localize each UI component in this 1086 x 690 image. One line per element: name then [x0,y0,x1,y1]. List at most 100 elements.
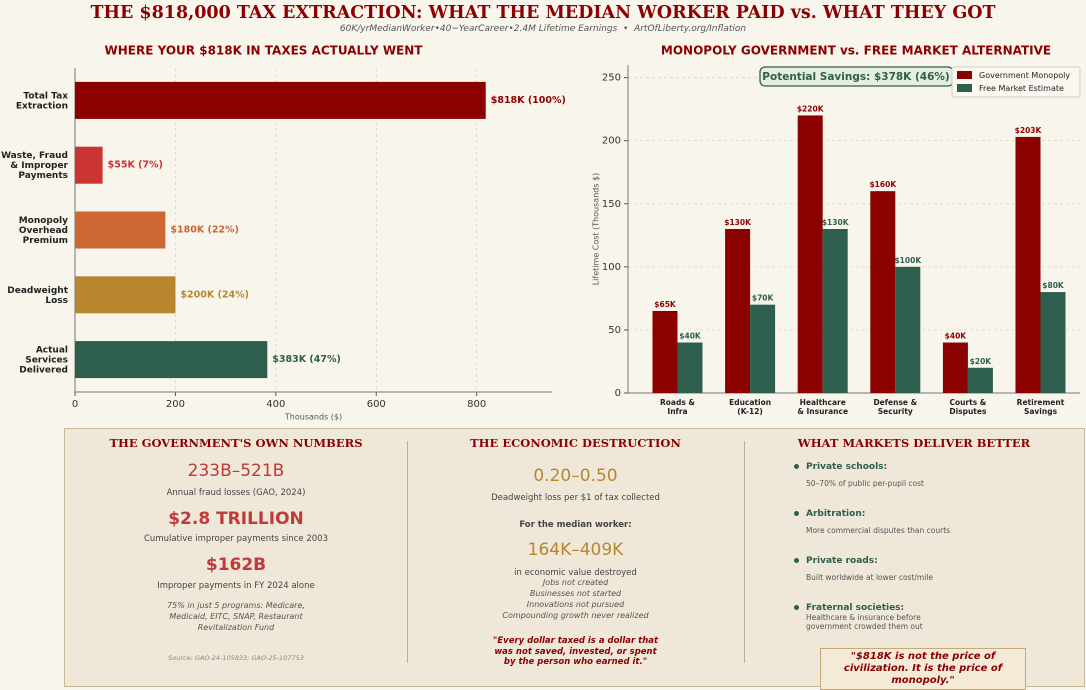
item-name: Private roads: [806,556,878,566]
page-title: THE $818,000 TAX EXTRACTION: WHAT THE ME… [90,3,996,23]
item-text: Healthcare & insurance before government… [806,613,923,631]
stat-label: in economic value destroyed [514,568,637,578]
bullet [794,511,799,516]
bullet [794,558,799,563]
stat-value: $162B [205,555,267,575]
bar [797,115,823,393]
value-label: $160K [869,180,897,189]
legend-swatch [957,71,972,79]
y-tick-label: Monopoly Overhead Premium [19,216,68,246]
stat-label: Improper payments in FY 2024 alone [157,581,315,591]
x-axis-label: Thousands ($) [284,413,342,422]
panel-title: THE GOVERNMENT'S OWN NUMBERS [109,436,363,450]
annotation: Potential Savings: $378K (46%) [762,71,949,83]
bar [75,81,486,119]
x-tick-label: Defense & Security [873,398,917,416]
x-tick-label: Education (K-12) [729,398,771,416]
x-tick-label: 400 [266,399,285,410]
item-name: Arbitration: [806,509,866,519]
bullet [794,464,799,469]
panel-title: THE ECONOMIC DESTRUCTION [470,436,681,450]
bar [652,311,678,393]
value-label: $70K [752,294,775,303]
item-text: More commercial disputes than courts [806,526,951,535]
legend-box [951,66,1081,98]
info-panel: THE GOVERNMENT'S OWN NUMBERS 233B–521B A… [64,428,1085,690]
value-label: $130K [822,218,850,227]
item-text: Built worldwide at lower cost/mile [806,573,934,582]
quote: "Every dollar taxed is a dollar that was… [492,636,659,667]
value-label: $818K (100%) [491,95,566,106]
note: 75% in just 5 programs: Medicare, Medica… [167,601,305,632]
bar [822,229,848,393]
y-tick-label: 50 [608,325,621,336]
y-tick-label: Actual Services Delivered [19,345,68,375]
stat-value: $2.8 TRILLION [168,509,304,529]
x-tick-label: 800 [467,399,486,410]
bar [1040,292,1066,393]
bar [75,146,103,184]
separator [407,441,408,663]
bar [75,211,166,249]
y-axis-label: Lifetime Cost (Thousands $) [592,173,601,286]
bar [942,342,968,393]
panel-title: WHAT MARKETS DELIVER BETTER [797,436,1031,450]
y-tick-label: Total Tax Extraction [16,91,68,111]
legend-label: Government Monopoly [979,71,1070,80]
item-name: Fraternal societies: [806,603,905,613]
value-label: $65K [654,300,677,309]
x-tick-label: Roads & Infra [660,398,695,416]
value-label: $40K [945,332,968,341]
value-label: $40K [679,332,702,341]
bar [870,191,896,393]
value-label: $180K (22%) [170,225,239,236]
y-tick-label: 0 [615,388,621,399]
x-tick-label: Retirement Savings [1017,398,1065,416]
stat-value: 164K–409K [527,540,624,560]
value-label: $130K [724,218,752,227]
quote: "$818K is not the price of civilization.… [820,648,1026,690]
value-label: $55K (7%) [108,160,163,171]
lead: For the median worker: [519,520,632,530]
value-label: $203K [1015,126,1043,135]
value-label: $220K [797,104,825,113]
y-tick-label: 200 [602,136,621,147]
stat-label: Annual fraud losses (GAO, 2024) [166,488,306,498]
chart-title: MONOPOLY GOVERNMENT vs. FREE MARKET ALTE… [661,44,1051,58]
page-subtitle: 60K/yrMedianWorker•40−YearCareer•2.4M Li… [339,24,747,34]
list-item: Compounding growth never realized [502,611,649,620]
bar [725,229,751,393]
item-text: 50–70% of public per-pupil cost [806,479,924,488]
list-item: Innovations not pursued [526,600,625,609]
x-tick-label: 200 [166,399,185,410]
y-tick-label: Waste, Fraud & Improper Payments [1,151,68,181]
chart-title: WHERE YOUR $818K IN TAXES ACTUALLY WENT [105,44,424,58]
bar [967,367,993,393]
value-label: $383K (47%) [272,354,341,365]
stat-value: 233B–521B [187,461,285,481]
x-tick-label: 600 [367,399,386,410]
x-tick-label: 0 [72,399,78,410]
value-label: $80K [1042,281,1065,290]
stat-label: Cumulative improper payments since 2003 [144,534,328,544]
bar [75,341,268,379]
list-item: Jobs not created [542,578,609,587]
y-tick-label: 250 [602,73,621,84]
y-tick-label: 150 [602,199,621,210]
stat-label: Deadweight loss per $1 of tax collected [491,493,660,503]
x-tick-label: Healthcare & Insurance [797,398,848,416]
value-label: $20K [970,357,993,366]
value-label: $200K (24%) [180,289,249,300]
item-name: Private schools: [806,462,888,472]
legend-swatch [957,84,972,92]
charts: WHERE YOUR $818K IN TAXES ACTUALLY WENT 0… [1,44,1081,422]
bar [750,304,776,393]
x-tick-label: Courts & Disputes [949,398,987,416]
bar [1015,136,1041,393]
value-label: $100K [894,256,922,265]
y-tick-label: Deadweight Loss [7,285,68,305]
legend-label: Free Market Estimate [979,84,1064,93]
list-item: Businesses not started [529,589,622,598]
separator [744,441,745,663]
